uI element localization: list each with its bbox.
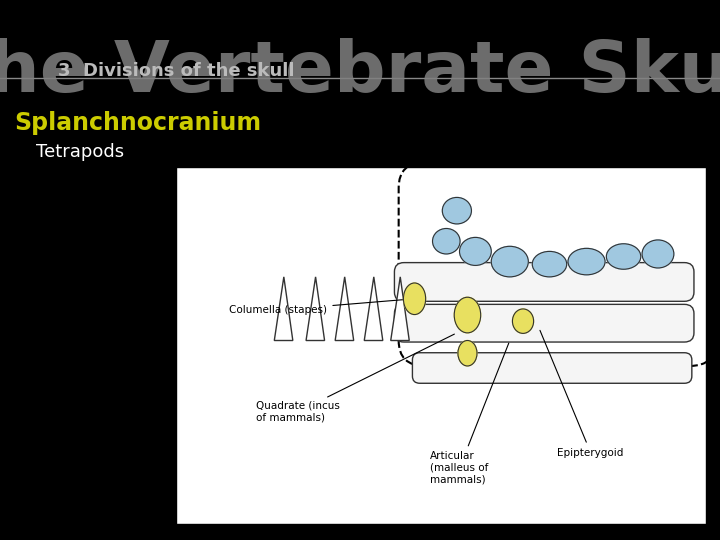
Ellipse shape: [532, 252, 567, 277]
Polygon shape: [274, 277, 293, 341]
Ellipse shape: [454, 297, 481, 333]
Ellipse shape: [433, 228, 460, 254]
Ellipse shape: [513, 309, 534, 333]
FancyBboxPatch shape: [413, 353, 692, 383]
Text: The Vertebrate Skull: The Vertebrate Skull: [0, 38, 720, 107]
FancyBboxPatch shape: [395, 262, 694, 301]
Polygon shape: [391, 277, 409, 341]
Polygon shape: [306, 277, 325, 341]
Polygon shape: [364, 277, 383, 341]
Ellipse shape: [568, 248, 605, 275]
Polygon shape: [336, 277, 354, 341]
Text: Tetrapods: Tetrapods: [36, 143, 124, 161]
Ellipse shape: [491, 246, 528, 277]
Text: Columella (stapes): Columella (stapes): [230, 299, 412, 315]
Text: Quadrate (incus
of mammals): Quadrate (incus of mammals): [256, 334, 454, 423]
FancyBboxPatch shape: [395, 305, 694, 342]
Ellipse shape: [458, 341, 477, 366]
Text: Epipterygoid: Epipterygoid: [540, 330, 624, 457]
Ellipse shape: [403, 283, 426, 314]
Ellipse shape: [442, 198, 472, 224]
Text: Splanchnocranium: Splanchnocranium: [14, 111, 261, 134]
Ellipse shape: [459, 238, 491, 266]
Ellipse shape: [606, 244, 641, 269]
Ellipse shape: [642, 240, 674, 268]
Text: Articular
(malleus of
mammals): Articular (malleus of mammals): [431, 343, 509, 484]
Text: 3  Divisions of the skull: 3 Divisions of the skull: [58, 62, 294, 80]
